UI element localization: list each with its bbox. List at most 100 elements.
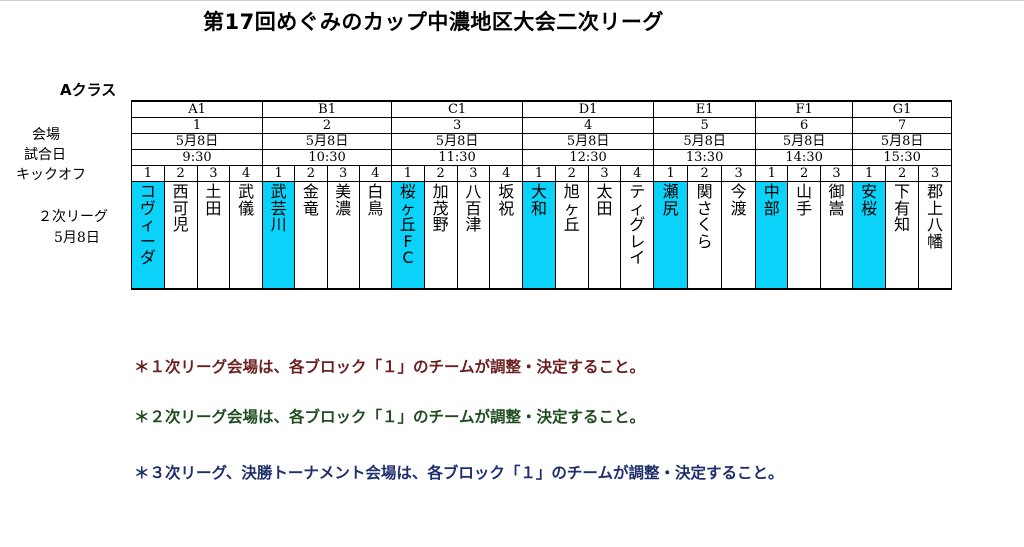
team-number-cell: 1	[852, 165, 887, 182]
team-number-cell: 2	[687, 165, 723, 182]
team-name-cell: 郡 上 八 幡	[918, 181, 953, 290]
team-name: 下 有 知	[894, 182, 911, 234]
team-name-cell: 西 可 児	[163, 181, 198, 290]
team-name: 御 嵩	[828, 182, 845, 218]
date-cell: 5月8日	[852, 133, 953, 150]
team-name: 関 さ く ら	[696, 182, 713, 251]
row-label-date: 試合日	[24, 147, 66, 163]
team-name-row: コ ヴ ィ ー ダ西 可 児土 田武 儀武 芸 川金 竜美 濃白 鳥桜 ヶ 丘 …	[131, 181, 953, 290]
team-name: コ ヴ ィ ー ダ	[139, 182, 156, 267]
class-label: Aクラス	[60, 81, 117, 99]
venue-cell: 6	[755, 117, 854, 134]
venue-cell: 3	[391, 117, 524, 134]
team-number-cell: 2	[787, 165, 821, 182]
team-name: 八 百 津	[465, 182, 482, 234]
team-name: 郡 上 八 幡	[927, 182, 944, 251]
team-number-cell: 1	[131, 165, 165, 182]
team-name: 旭 ヶ 丘	[563, 182, 580, 234]
block-name-cell: C1	[391, 100, 524, 118]
row-label-league: ２次リーグ	[38, 209, 108, 225]
team-number-cell: 3	[196, 165, 231, 182]
kickoff-cell: 15:30	[852, 149, 953, 166]
team-name-cell: 旭 ヶ 丘	[554, 181, 589, 290]
date-cell: 5月8日	[653, 133, 757, 150]
team-number-cell: 1	[262, 165, 296, 182]
team-name-cell: 太 田	[587, 181, 622, 290]
row-label-league-date: 5月8日	[54, 230, 100, 246]
date-cell: 5月8日	[755, 133, 854, 150]
team-name-cell: 関 さ く ら	[687, 181, 723, 290]
date-cell: 5月8日	[262, 133, 393, 150]
team-name-cell: 美 濃	[326, 181, 360, 290]
block-name-cell: E1	[653, 100, 757, 118]
team-number-cell: 3	[918, 165, 953, 182]
venue-cell: 5	[653, 117, 757, 134]
team-number-cell: 1	[755, 165, 789, 182]
block-name-row: A1 B1 C1 D1 E1 F1 G1	[130, 100, 953, 118]
team-number-cell: 4	[229, 165, 264, 182]
team-number-cell: 1	[391, 165, 425, 182]
team-name-cell: 中 部	[755, 181, 789, 290]
team-number-cell: 4	[620, 165, 655, 182]
team-number-cell: 3	[819, 165, 854, 182]
kickoff-row: 9:30 10:30 11:30 12:30 13:30 14:30 15:30	[130, 149, 953, 166]
block-name-cell: F1	[755, 100, 854, 118]
block-name-cell: A1	[130, 100, 264, 118]
team-name: テ ィ グ レ イ	[629, 182, 646, 267]
venue-cell: 2	[262, 117, 393, 134]
kickoff-cell: 11:30	[391, 149, 524, 166]
team-name: 西 可 児	[172, 182, 189, 234]
team-name: 瀬 尻	[662, 182, 679, 218]
team-name-cell: テ ィ グ レ イ	[620, 181, 655, 290]
venue-cell: 7	[852, 117, 953, 134]
team-name-cell: 白 鳥	[358, 181, 393, 290]
block-name-cell: G1	[852, 100, 953, 118]
team-name: 武 芸 川	[270, 182, 287, 234]
team-name-cell: 大 和	[522, 181, 556, 290]
team-name-cell: 安 桜	[852, 181, 887, 290]
team-number-cell: 1	[653, 165, 689, 182]
team-number-cell: 1	[522, 165, 556, 182]
date-cell: 5月8日	[522, 133, 655, 150]
team-number-cell: 4	[489, 165, 524, 182]
kickoff-cell: 14:30	[755, 149, 854, 166]
team-name: 今 渡	[730, 182, 747, 218]
team-name-cell: コ ヴ ィ ー ダ	[131, 181, 165, 290]
team-name-cell: 金 竜	[294, 181, 328, 290]
top-divider	[0, 0, 1024, 1]
team-name-cell: 今 渡	[721, 181, 757, 290]
team-name-cell: 山 手	[787, 181, 821, 290]
team-name: 大 和	[530, 182, 547, 218]
team-name-cell: 武 芸 川	[262, 181, 296, 290]
team-name-cell: 加 茂 野	[423, 181, 458, 290]
team-name-cell: 武 儀	[229, 181, 264, 290]
page-title: 第17回めぐみのカップ中濃地区大会二次リーグ	[203, 10, 664, 34]
team-number-cell: 3	[456, 165, 491, 182]
venue-cell: 4	[522, 117, 655, 134]
row-label-venue: 会場	[32, 127, 60, 143]
team-name: 安 桜	[861, 182, 878, 218]
team-name-cell: 御 嵩	[819, 181, 854, 290]
team-number-cell: 2	[294, 165, 328, 182]
team-name: 太 田	[596, 182, 613, 218]
kickoff-cell: 9:30	[130, 149, 264, 166]
team-number-cell: 3	[326, 165, 360, 182]
block-name-cell: D1	[522, 100, 655, 118]
date-cell: 5月8日	[391, 133, 524, 150]
team-name: 土 田	[205, 182, 222, 218]
venue-cell: 1	[130, 117, 264, 134]
team-name-cell: 土 田	[196, 181, 231, 290]
team-name-cell: 桜 ヶ 丘 F C	[391, 181, 425, 290]
team-name: 金 竜	[302, 182, 319, 218]
note-2: ＊２次リーグ会場は、各ブロック「１」のチームが調整・決定すること。	[134, 408, 646, 426]
team-name: 加 茂 野	[432, 182, 449, 234]
team-name-cell: 下 有 知	[885, 181, 920, 290]
team-number-cell: 4	[358, 165, 393, 182]
team-name: 山 手	[796, 182, 813, 218]
team-number-cell: 2	[554, 165, 589, 182]
kickoff-cell: 13:30	[653, 149, 757, 166]
note-1: ＊１次リーグ会場は、各ブロック「１」のチームが調整・決定すること。	[134, 358, 646, 376]
kickoff-cell: 10:30	[262, 149, 393, 166]
